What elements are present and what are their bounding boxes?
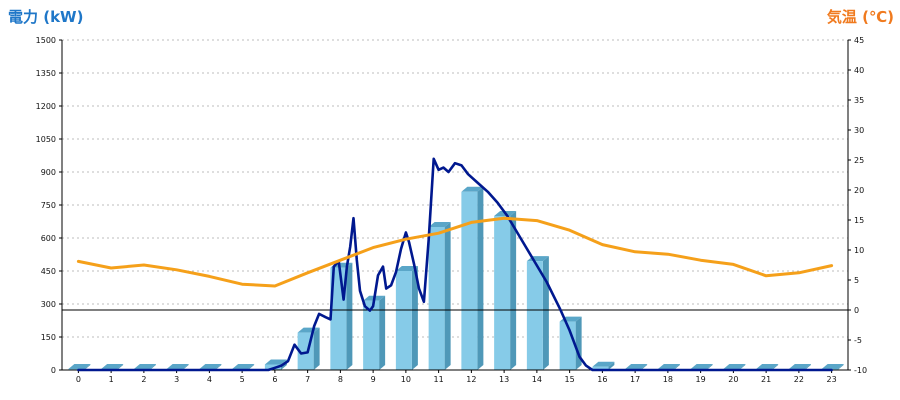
- x-tick-label: 9: [371, 375, 376, 384]
- x-tick-label: 12: [466, 375, 476, 384]
- x-tick-label: 19: [696, 375, 706, 384]
- temperature-line: [76, 216, 834, 288]
- left-tick-label: 600: [41, 234, 56, 243]
- x-tick-label: 18: [663, 375, 673, 384]
- x-tick-label: 7: [305, 375, 310, 384]
- x-tick-label: 16: [597, 375, 607, 384]
- power-bar: [461, 186, 484, 370]
- x-tick-label: 6: [272, 375, 277, 384]
- left-tick-label: 1050: [36, 135, 56, 144]
- x-tick-label: 20: [728, 375, 738, 384]
- x-tick-label: 8: [338, 375, 343, 384]
- x-tick-label: 3: [174, 375, 179, 384]
- right-tick-label: 35: [854, 96, 864, 105]
- tick-labels: 01503004506007509001050120013501500-10-5…: [36, 36, 867, 384]
- power-bar: [428, 222, 451, 370]
- power-line: [77, 157, 833, 372]
- x-tick-label: 14: [532, 375, 542, 384]
- x-tick-label: 10: [401, 375, 411, 384]
- right-tick-label: 10: [854, 246, 864, 255]
- x-tick-label: 0: [76, 375, 81, 384]
- x-tick-label: 1: [109, 375, 114, 384]
- left-tick-label: 150: [41, 333, 56, 342]
- right-tick-label: 30: [854, 126, 864, 135]
- right-tick-label: 45: [854, 36, 864, 45]
- axes: [59, 39, 851, 373]
- right-tick-label: 5: [854, 276, 859, 285]
- left-tick-label: 450: [41, 267, 56, 276]
- right-tick-label: 0: [854, 306, 859, 315]
- x-tick-label: 2: [141, 375, 146, 384]
- right-axis-title: 気温 (℃): [826, 8, 894, 26]
- x-tick-label: 17: [630, 375, 640, 384]
- left-tick-label: 1200: [36, 102, 56, 111]
- power-bar: [559, 316, 582, 370]
- x-tick-label: 11: [434, 375, 444, 384]
- left-tick-label: 1500: [36, 36, 56, 45]
- left-axis-title: 電力 (kW): [8, 8, 84, 26]
- right-tick-label: -5: [854, 336, 862, 345]
- right-tick-label: -10: [854, 366, 867, 375]
- right-tick-label: 20: [854, 186, 864, 195]
- power-bar: [592, 361, 615, 370]
- left-tick-label: 900: [41, 168, 56, 177]
- x-tick-label: 23: [827, 375, 837, 384]
- x-tick-label: 13: [499, 375, 509, 384]
- right-tick-label: 40: [854, 66, 864, 75]
- x-tick-label: 22: [794, 375, 804, 384]
- left-tick-label: 1350: [36, 69, 56, 78]
- x-tick-label: 21: [761, 375, 771, 384]
- bar-series: [68, 186, 844, 370]
- power-bar: [395, 266, 418, 370]
- line-series: [76, 157, 834, 372]
- x-tick-label: 5: [240, 375, 245, 384]
- power-bar: [494, 211, 517, 370]
- left-tick-label: 0: [51, 366, 56, 375]
- grid-lines: [62, 39, 848, 338]
- left-tick-label: 750: [41, 201, 56, 210]
- left-tick-label: 300: [41, 300, 56, 309]
- x-tick-label: 4: [207, 375, 212, 384]
- x-tick-label: 15: [565, 375, 575, 384]
- right-tick-label: 15: [854, 216, 864, 225]
- right-tick-label: 25: [854, 156, 864, 165]
- power-bar: [526, 256, 549, 370]
